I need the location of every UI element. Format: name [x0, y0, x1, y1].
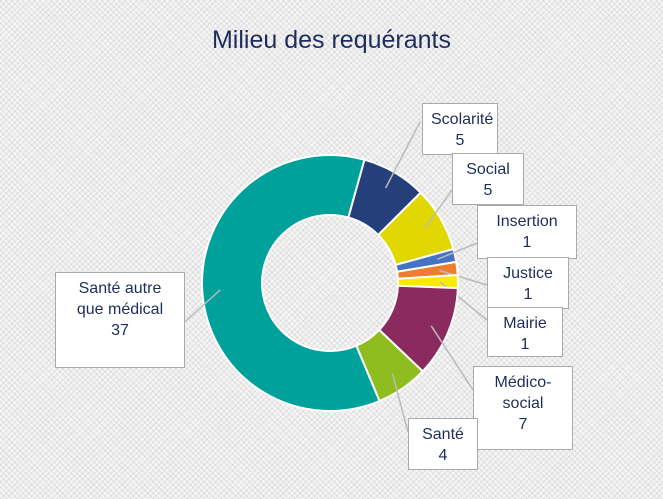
- label-category: Santé autre que médical: [76, 280, 164, 318]
- data-label: Santé 4: [408, 418, 478, 470]
- leader-line: [424, 189, 453, 229]
- label-value: 37: [111, 322, 129, 339]
- label-value: 1: [523, 286, 533, 303]
- leader-line: [384, 121, 421, 189]
- chart-title: Milieu des requérants: [211, 26, 451, 54]
- label-category: Insertion: [496, 213, 558, 230]
- label-category: Médico-social: [494, 374, 552, 412]
- leader-line: [184, 289, 221, 323]
- label-value: 1: [520, 336, 530, 353]
- data-label: Social 5: [452, 153, 524, 205]
- data-label: Santé autre que médical 37: [55, 272, 185, 368]
- label-category: Social: [466, 161, 510, 178]
- data-label: Scolarité 5: [422, 103, 498, 155]
- label-value: 5: [455, 132, 465, 149]
- slice: [201, 154, 381, 412]
- label-category: Scolarité: [431, 111, 494, 128]
- label-category: Santé: [422, 426, 464, 443]
- leader-line: [391, 373, 409, 433]
- leader-line: [439, 269, 488, 286]
- leader-line: [430, 325, 474, 391]
- label-value: 7: [518, 416, 528, 433]
- label-value: 4: [438, 447, 448, 464]
- data-label: Insertion 1: [477, 205, 577, 259]
- label-value: 1: [522, 234, 532, 251]
- label-category: Justice: [503, 265, 553, 282]
- leader-line: [437, 242, 478, 261]
- label-category: Mairie: [503, 315, 547, 332]
- data-label: Justice 1: [487, 257, 569, 309]
- label-value: 5: [483, 182, 493, 199]
- data-label: Médico-social 7: [473, 366, 573, 450]
- data-label: Mairie 1: [487, 307, 563, 357]
